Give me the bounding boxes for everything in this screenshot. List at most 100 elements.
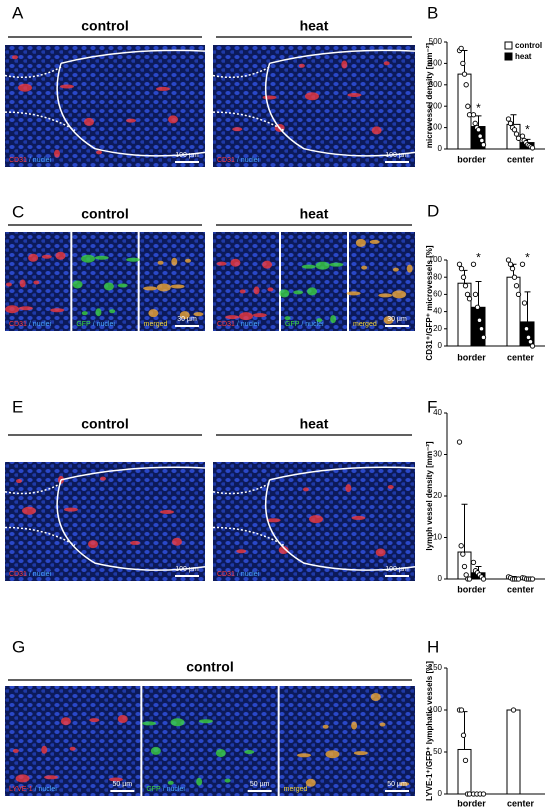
data-point xyxy=(529,343,536,349)
stain xyxy=(369,239,380,244)
stain xyxy=(302,487,309,492)
stain xyxy=(5,282,12,287)
y-tick-label: 80 xyxy=(433,272,442,281)
legend-swatch xyxy=(504,52,513,61)
stain xyxy=(156,86,170,91)
y-tick-label: 10 xyxy=(433,533,442,542)
significance: * xyxy=(525,122,530,136)
stain xyxy=(130,540,140,545)
y-tick-label: 20 xyxy=(433,324,442,333)
stain xyxy=(19,279,26,288)
data-point xyxy=(458,543,464,549)
stain xyxy=(5,305,20,314)
micrograph-bg xyxy=(142,686,278,796)
stain xyxy=(117,715,128,723)
stain xyxy=(315,261,330,270)
caption-part: / nuclei xyxy=(29,157,52,164)
stain xyxy=(54,149,60,158)
data-point xyxy=(521,300,528,306)
micrograph-bg xyxy=(213,45,415,167)
stain xyxy=(18,306,33,311)
bar xyxy=(471,306,486,347)
stain xyxy=(383,61,390,66)
data-point xyxy=(470,112,477,118)
data-point xyxy=(458,265,465,272)
caption-part: merged xyxy=(353,321,377,328)
stain xyxy=(230,258,241,267)
group-title: heat xyxy=(300,206,329,222)
legend-label: control xyxy=(515,41,542,50)
y-tick-label: 100 xyxy=(429,123,443,132)
group-title: control xyxy=(81,18,128,34)
y-tick-label: 40 xyxy=(433,408,442,417)
scale-label: 50 µm xyxy=(113,781,133,788)
stain xyxy=(266,518,281,523)
stain xyxy=(193,312,204,317)
stain xyxy=(262,260,273,269)
tissue-outline-dotted xyxy=(212,66,285,132)
micrograph: GFP / nuclei xyxy=(72,232,141,331)
stain xyxy=(262,95,277,100)
error-bar xyxy=(475,115,482,127)
caption-part: CD31 xyxy=(217,321,235,328)
stain xyxy=(322,724,329,729)
micrograph: merged 30 µm xyxy=(139,232,205,331)
tissue-outline xyxy=(264,49,416,157)
x-tick-label: border xyxy=(457,584,486,594)
stain xyxy=(84,117,94,126)
panel-letter: D xyxy=(427,201,439,220)
stain xyxy=(12,55,18,60)
stain xyxy=(167,780,174,785)
micrograph-bg xyxy=(72,232,138,331)
stain xyxy=(12,748,19,753)
data-point xyxy=(466,576,473,582)
caption-part: CD31 xyxy=(217,571,235,578)
stain xyxy=(171,257,178,266)
stain xyxy=(232,127,243,132)
data-point xyxy=(470,261,477,267)
tissue-outline xyxy=(56,466,206,571)
stain xyxy=(399,781,410,786)
caption-part: GFP xyxy=(285,321,300,328)
y-tick-label: 500 xyxy=(429,37,443,46)
caption-part: / nuclei xyxy=(29,321,52,328)
stain xyxy=(341,60,348,69)
scale-label: 100 µm xyxy=(385,152,409,159)
stain xyxy=(379,722,386,727)
stain xyxy=(371,126,382,135)
stain xyxy=(316,318,323,323)
data-point xyxy=(509,265,516,272)
stain xyxy=(88,540,98,549)
x-tick-label: center xyxy=(507,798,535,808)
caption: merged xyxy=(144,321,168,328)
y-tick-label: 0 xyxy=(438,341,443,350)
error-bar xyxy=(510,114,517,125)
stain xyxy=(150,746,161,755)
micrograph: CD31/ nuclei xyxy=(5,232,71,331)
micrograph: CD31/ nuclei 100 µm xyxy=(4,45,206,167)
stain xyxy=(305,778,316,787)
data-point xyxy=(474,304,481,310)
stain xyxy=(236,549,247,554)
significance: * xyxy=(525,250,530,264)
data-point xyxy=(462,283,469,289)
stain xyxy=(81,311,88,316)
y-tick-label: 300 xyxy=(429,80,443,89)
stain xyxy=(309,515,324,524)
caption-part: LYVE-1 xyxy=(9,786,33,793)
micrograph: CD31/ nuclei 100 µm xyxy=(212,462,416,581)
y-tick-label: 0 xyxy=(438,789,443,798)
significance: * xyxy=(476,101,481,115)
caption: LYVE-1/ nuclei xyxy=(9,786,57,793)
stain xyxy=(225,315,240,320)
stain xyxy=(278,546,289,555)
data-point xyxy=(511,127,518,133)
data-point xyxy=(462,757,469,764)
data-point xyxy=(476,317,483,323)
stain xyxy=(41,254,52,259)
caption: CD31/ nuclei xyxy=(9,571,52,578)
caption: merged xyxy=(353,321,377,328)
stain xyxy=(100,476,106,481)
caption-part: merged xyxy=(144,321,168,328)
data-point xyxy=(472,120,478,126)
